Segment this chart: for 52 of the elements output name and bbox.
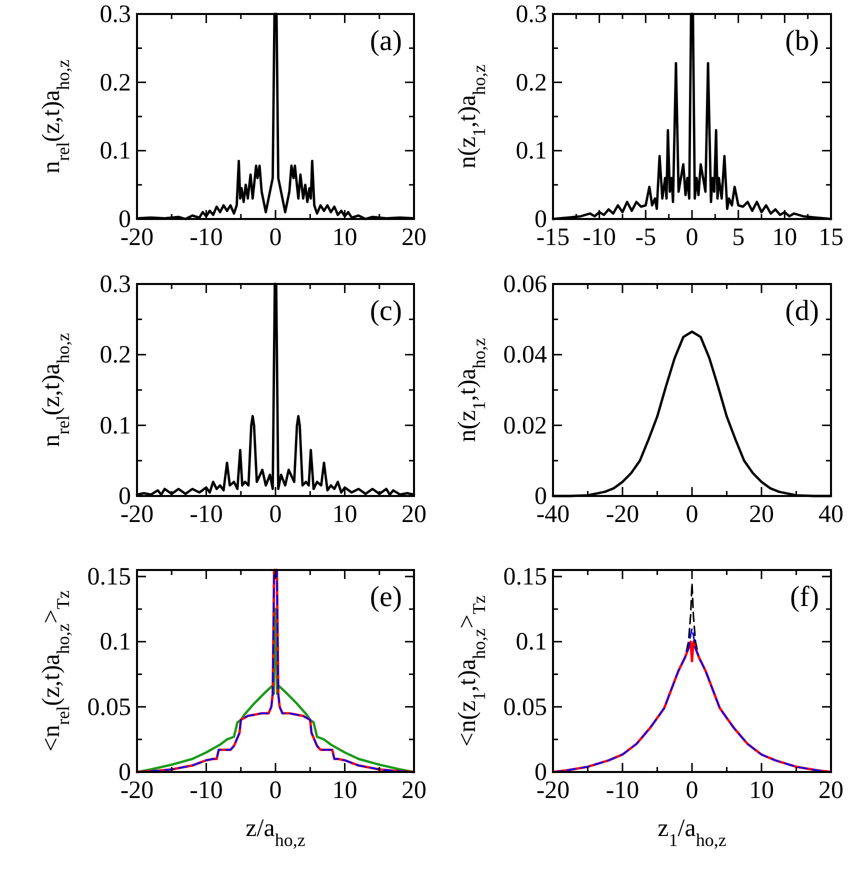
x-axis-title: z$_{1}$/a$_{ho,z}$ (658, 815, 726, 850)
y-tick-label: 0.06 (503, 271, 547, 298)
x-tick-label: 20 (749, 500, 774, 528)
x-tick-label: -10 (606, 776, 640, 804)
x-tick-label: 10 (332, 776, 358, 804)
x-tick-label: 0 (269, 224, 282, 251)
y-tick-label: 0.1 (100, 628, 131, 656)
y-tick-label: 0.1 (100, 412, 131, 440)
x-tick-label: 0 (269, 776, 282, 804)
x-tick-label: 15 (818, 224, 844, 251)
y-tick-label: 0.3 (516, 1, 547, 28)
x-tick-label: 5 (732, 224, 745, 251)
annotation: (e) (370, 581, 402, 613)
annotation: (c) (370, 295, 402, 327)
x-tick-label: 20 (818, 776, 844, 804)
y-tick-label: 0.3 (100, 1, 131, 28)
y-tick-label: 0.2 (100, 342, 131, 369)
x-tick-label: 20 (402, 776, 426, 804)
y-tick-label: 0.2 (516, 69, 547, 96)
x-tick-label: 10 (749, 776, 774, 804)
x-tick-label: 10 (332, 224, 358, 251)
x-tick-label: -20 (606, 500, 640, 528)
y-tick-label: 0.2 (100, 69, 131, 96)
x-tick-label: 10 (772, 224, 798, 251)
x-tick-label: 20 (402, 224, 426, 251)
y-tick-label: 0.05 (87, 694, 131, 721)
x-tick-label: -5 (635, 224, 656, 251)
y-tick-label: 0.1 (516, 138, 547, 165)
y-tick-label: 0.3 (100, 271, 131, 298)
x-tick-label: 0 (686, 224, 698, 251)
annotation: (a) (370, 25, 402, 57)
x-tick-label: -10 (190, 500, 223, 528)
x-tick-label: 0 (269, 500, 282, 528)
x-tick-label: 40 (818, 500, 844, 528)
y-tick-label: 0.1 (100, 138, 131, 165)
x-tick-label: 0 (686, 776, 698, 804)
x-tick-label: -10 (190, 776, 223, 804)
y-tick-label: 0.02 (503, 412, 547, 440)
x-axis-title: z/a$_{ho,z}$ (246, 815, 306, 850)
y-tick-label: 0.15 (503, 564, 547, 591)
y-tick-label: 0.15 (87, 564, 131, 591)
x-tick-label: 20 (402, 500, 426, 528)
annotation: (f) (790, 581, 819, 613)
x-tick-label: -10 (582, 224, 616, 251)
x-tick-label: 0 (686, 500, 698, 528)
y-tick-label: 0.1 (516, 628, 547, 656)
annotation: (d) (785, 295, 819, 327)
y-tick-label: 0.05 (503, 694, 547, 721)
x-tick-label: -10 (190, 224, 223, 251)
x-tick-label: 10 (332, 500, 358, 528)
annotation: (b) (785, 25, 819, 57)
y-tick-label: 0.04 (503, 342, 548, 369)
